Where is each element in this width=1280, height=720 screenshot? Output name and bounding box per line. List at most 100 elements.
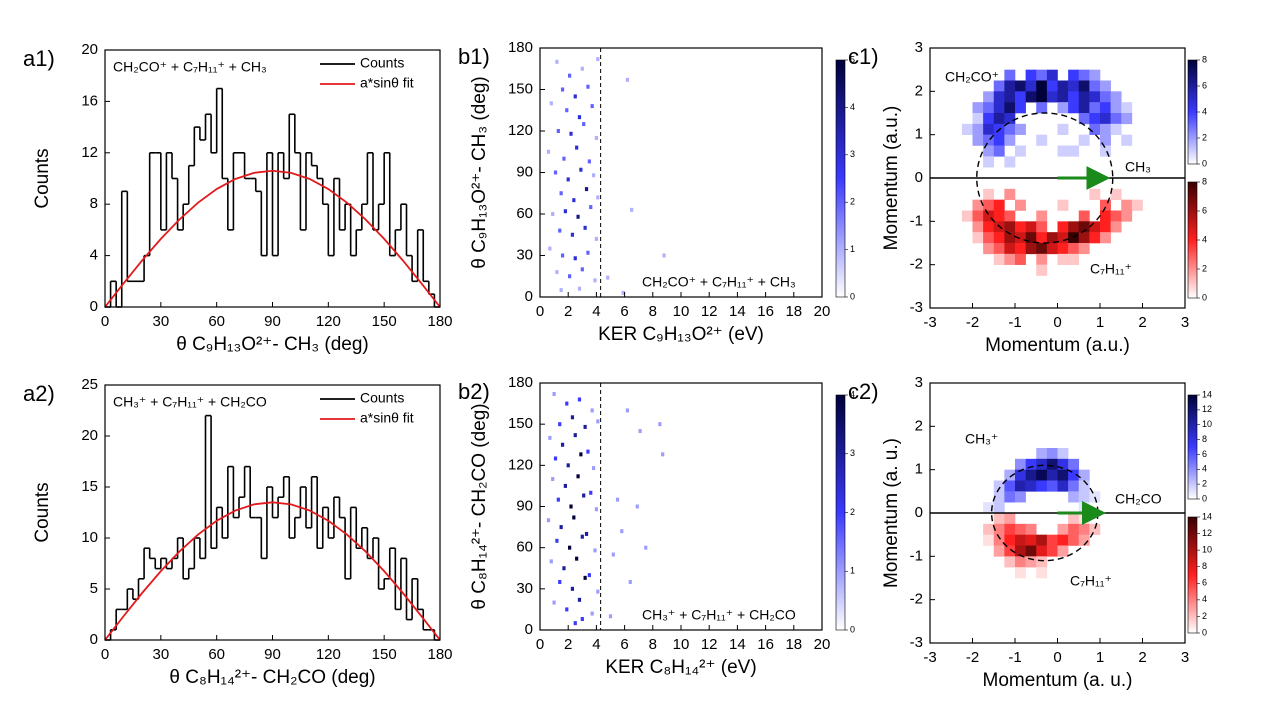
heatmap-cell [1004,523,1016,535]
heatmap-cell [983,243,995,255]
point [596,419,600,424]
heatmap-cell [1004,221,1016,233]
point [573,94,577,99]
x-tick-label: 16 [757,636,774,653]
point [572,515,576,520]
y-axis-title: Counts [32,482,53,542]
point [591,466,596,471]
fit-circle [976,112,1114,244]
point [555,59,559,64]
y-tick-label: 8 [90,195,98,212]
point [587,159,591,164]
point [590,408,594,413]
point [630,207,634,212]
heatmap-cell [1121,102,1133,114]
point [594,236,598,241]
heatmap-cell [1057,243,1069,255]
heatmap-cell [1036,80,1048,92]
heatmap-cell [1068,480,1080,492]
heatmap-cell [1078,221,1090,233]
heatmap-cell [1089,523,1101,535]
heatmap-cell [1078,491,1090,503]
heatmap-cell [1004,491,1016,503]
heatmap-cell [1004,188,1016,200]
heatmap-cell [1100,80,1111,92]
point [562,566,566,571]
x-tick-label: 180 [427,313,452,330]
point [563,483,567,488]
x-tick-label: 10 [673,303,690,320]
x-tick-label: 150 [372,313,397,330]
y-tick-label: 2 [915,82,923,99]
heatmap-cell [1057,102,1069,114]
heatmap-cell [972,221,984,233]
point [560,87,565,92]
heatmap-cell [972,102,984,114]
heatmap-cell [1036,243,1048,255]
heatmap-cell [1025,69,1037,81]
x-tick-label: -3 [923,649,936,666]
y-tick-label: -2 [910,591,923,608]
heatmap-cell [993,199,1005,211]
point [589,205,593,210]
heatmap-cell [972,123,984,135]
heatmap-cell [1110,123,1122,135]
heatmap-cell [993,210,1005,222]
colorbar-tick-label: 8 [1202,176,1207,186]
point [586,250,590,255]
heatmap-cell [1015,123,1026,135]
heatmap-cell [1057,232,1069,244]
fragment-label: CH₂CO [1115,491,1162,507]
heatmap-cell [1025,523,1037,535]
point [566,177,570,182]
y-tick-label: 3 [915,374,923,391]
heatmap-cell [1057,523,1069,535]
point [580,617,584,622]
heatmap-cell [983,534,995,546]
y-axis-title: Momentum (a.u.) [881,106,902,251]
heatmap-cell [1015,458,1026,470]
heatmap-cell [1068,513,1080,525]
heatmap-cell [1036,480,1048,492]
colorbar-tick-label: 6 [1202,578,1207,588]
point [568,73,572,78]
y-tick-label: 30 [516,580,533,597]
x-tick-label: -2 [966,314,979,331]
x-tick-label: 0 [101,646,109,663]
x-tick-label: 0 [536,303,544,320]
heatmap-cell [1100,232,1111,244]
heatmap-cell [1036,69,1048,81]
point [559,525,563,530]
heatmap-cell [1089,113,1101,125]
heatmap-cell [1068,80,1080,92]
y-tick-label: 2 [915,417,923,434]
point [590,104,594,109]
heatmap-cell [972,232,984,244]
point [568,545,572,550]
y-tick-label: 0 [915,504,923,521]
colorbar-tick-label: 4 [1202,594,1207,604]
point [580,534,584,539]
point [606,275,610,280]
x-tick-label: -1 [1008,649,1021,666]
heatmap-cell [1057,123,1069,135]
colorbar-tick-label: 0 [1202,493,1207,503]
heatmap-cell [993,491,1005,503]
heatmap-cell [1036,545,1048,557]
point [548,246,552,251]
x-tick-label: 6 [620,303,628,320]
fragment-label: CH₂CO⁺ [945,69,999,85]
heatmap-cell [1057,534,1069,546]
y-tick-label: -3 [910,299,923,316]
point [556,129,560,133]
legend-label: a*sinθ fit [360,410,414,426]
point [577,115,582,120]
heatmap-cell [983,221,995,233]
colorbar [1187,516,1198,634]
heatmap-cell [1004,210,1016,222]
colorbar-tick-label: 0 [850,624,855,634]
point [586,84,590,89]
heatmap-cell [1057,469,1069,481]
legend-label: Counts [360,390,404,406]
panel-label: c1) [848,44,879,69]
